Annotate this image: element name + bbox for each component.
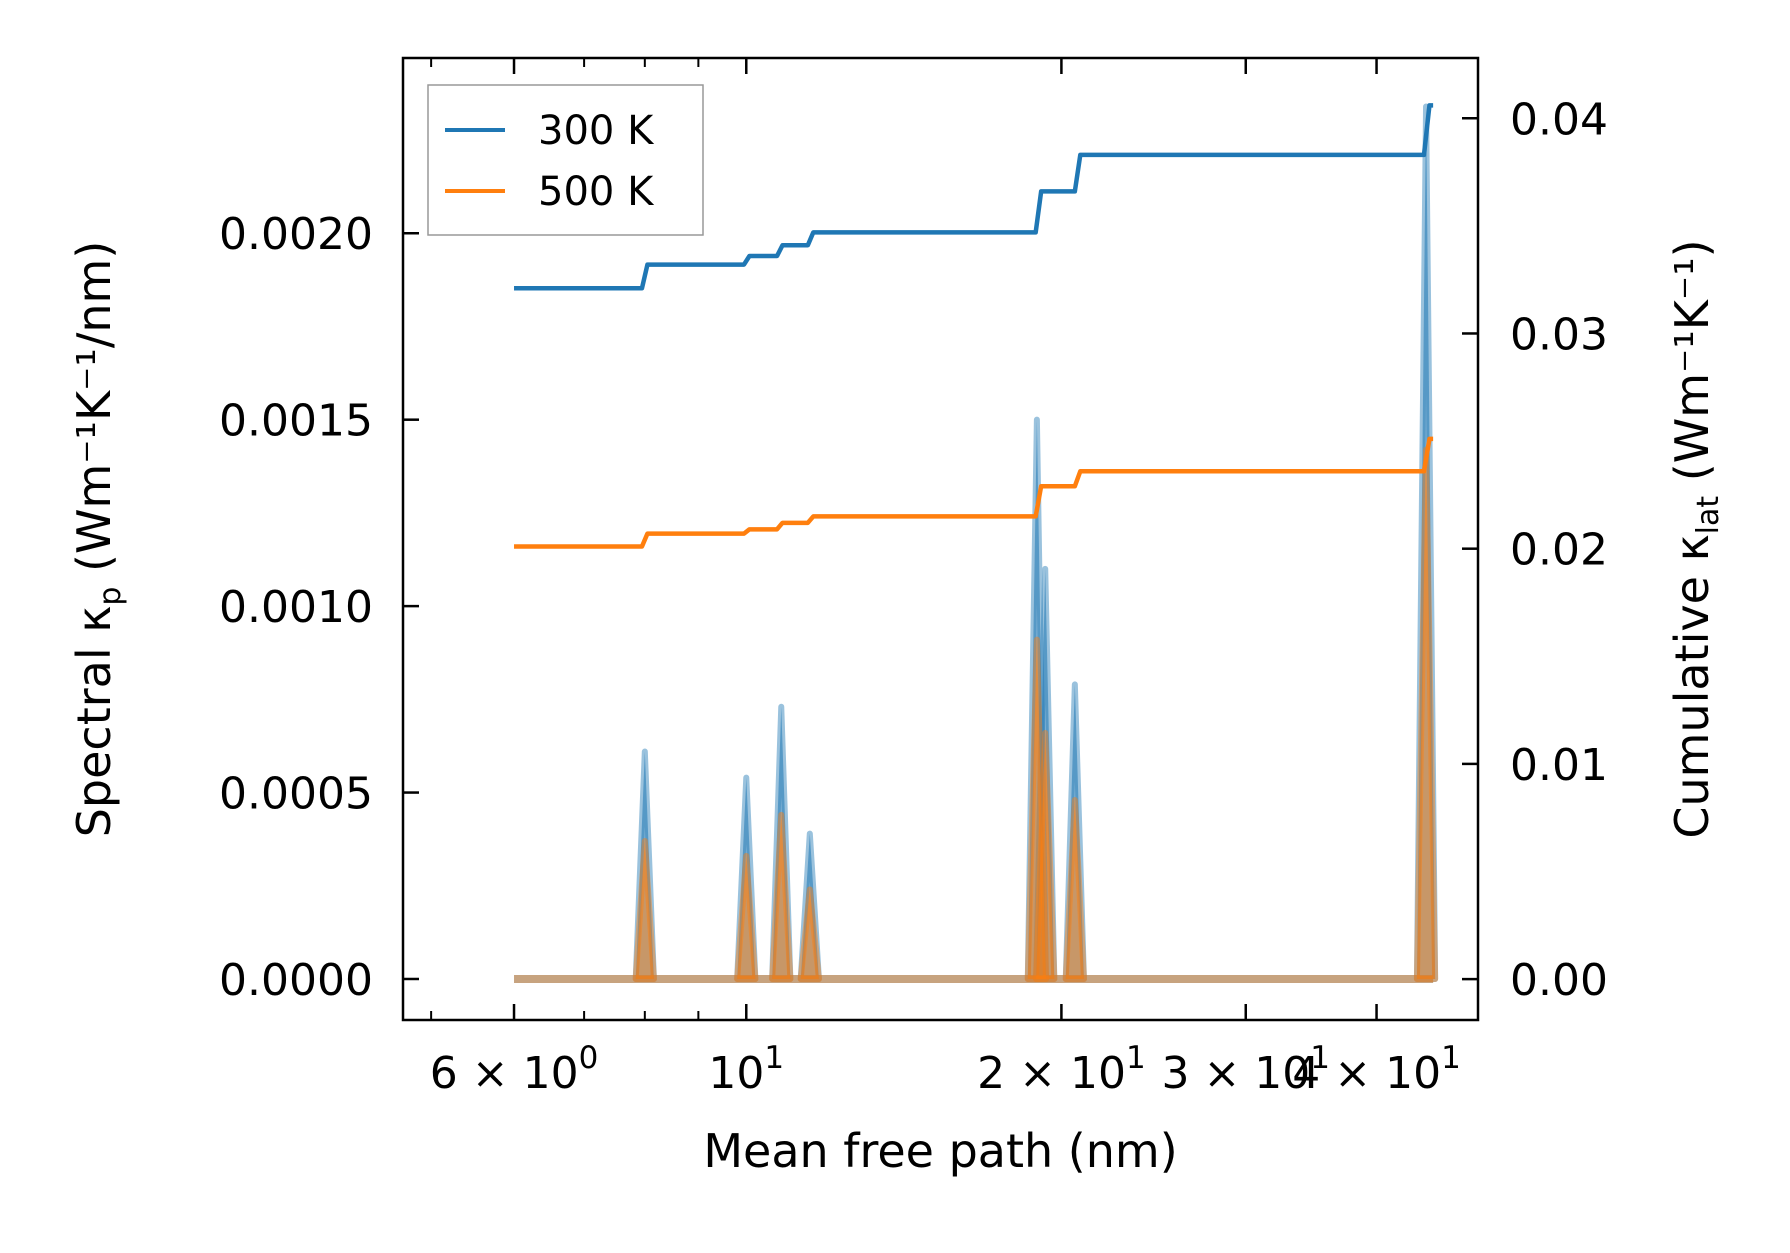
y-left-tick-label: 0.0020 [219, 209, 373, 260]
y-axis-right-title-sub: lat [1691, 496, 1726, 535]
x-tick-label: 101 [708, 1040, 784, 1099]
y-axis-left-title-main: Spectral κ [67, 606, 121, 838]
y-axis-right: 0.00 0.01 0.02 0.03 0.04 [1462, 94, 1608, 1006]
y-axis-right-title-main: Cumulative κ [1665, 534, 1719, 838]
y-right-tick-label: 0.02 [1510, 525, 1608, 576]
plot-area [514, 103, 1439, 983]
x-tick-label: 2 × 101 [977, 1040, 1146, 1099]
y-right-tick-label: 0.01 [1510, 740, 1608, 791]
y-left-tick-label: 0.0015 [219, 396, 373, 447]
spectral-peak [797, 886, 822, 982]
y-axis-left: 0.0000 0.0005 0.0010 0.0015 0.0020 [219, 209, 419, 1006]
x-tick-label-exp: 1 [764, 1040, 784, 1076]
spectral-series-1 [514, 446, 1439, 983]
legend: 300 K 500 K [427, 84, 704, 236]
x-tick-label-exp: 1 [1310, 1040, 1330, 1076]
spectral-peak [769, 811, 794, 982]
spectral-peak [1033, 729, 1058, 982]
spectral-peak [1413, 446, 1439, 982]
legend-box [427, 84, 704, 236]
x-tick-label-base: 4 × 10 [1292, 1048, 1441, 1099]
x-tick-label-base: 6 × 10 [430, 1048, 579, 1099]
x-tick-label-base: 3 × 10 [1161, 1048, 1310, 1099]
legend-label-300k: 300 K [538, 108, 655, 154]
y-axis-right-title: Cumulative κlat (Wm⁻¹K⁻¹) [1665, 239, 1726, 838]
x-tick-label-base: 10 [708, 1048, 764, 1099]
y-left-tick-label: 0.0000 [219, 955, 373, 1006]
y-axis-left-title: Spectral κp (Wm⁻¹K⁻¹/nm) [67, 241, 128, 838]
legend-label-500k: 500 K [538, 169, 655, 215]
x-tick-label-exp: 0 [579, 1040, 599, 1076]
spectral-peak [632, 838, 657, 982]
y-axis-left-title-units: (Wm⁻¹K⁻¹/nm) [67, 241, 121, 587]
y-right-tick-label: 0.00 [1510, 955, 1608, 1006]
x-axis-title: Mean free path (nm) [703, 1124, 1177, 1178]
plot-frame [401, 56, 1480, 1022]
x-tick-label-base: 2 × 10 [977, 1048, 1126, 1099]
spectral-peak [734, 852, 759, 982]
x-tick-label-exp: 1 [1441, 1040, 1461, 1076]
y-right-tick-label: 0.03 [1510, 309, 1608, 360]
cumulative-line-1 [514, 436, 1434, 549]
cumulative-line-0 [514, 103, 1434, 291]
y-axis-left-title-sub: p [93, 587, 128, 606]
y-left-tick-label: 0.0010 [219, 582, 373, 633]
x-tick-label: 3 × 101 [1161, 1040, 1330, 1099]
y-right-tick-label: 0.04 [1510, 94, 1608, 145]
x-tick-label: 4 × 101 [1292, 1040, 1461, 1099]
y-left-tick-label: 0.0005 [219, 769, 373, 820]
x-tick-label: 6 × 100 [430, 1040, 599, 1099]
spectral-peak [1062, 797, 1087, 982]
x-tick-label-exp: 1 [1126, 1040, 1146, 1076]
y-axis-right-title-units: (Wm⁻¹K⁻¹) [1665, 239, 1719, 495]
